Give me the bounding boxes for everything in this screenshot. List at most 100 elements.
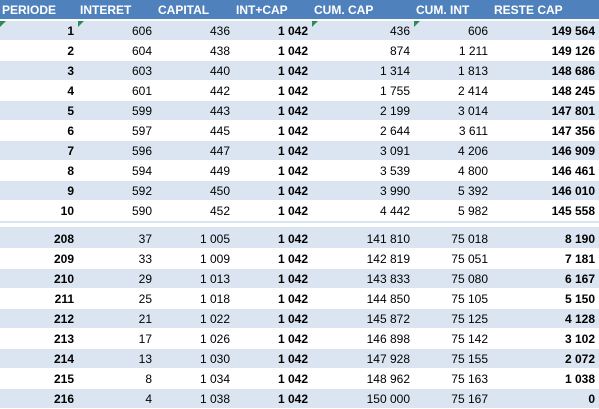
cell-reste-cap[interactable]: 149 564 xyxy=(551,24,595,38)
cell-reste-cap[interactable]: 146 461 xyxy=(551,164,595,178)
cell-reste-cap[interactable]: 149 126 xyxy=(551,44,595,58)
cell-periode[interactable]: 1 xyxy=(0,21,78,40)
header-cell-periode[interactable]: PERIODE xyxy=(2,3,57,17)
cell-cum-int[interactable]: 75 167 xyxy=(451,392,488,406)
cell-int-cap[interactable]: 1 042 xyxy=(277,352,308,366)
cell-interet[interactable]: 25 xyxy=(138,292,152,306)
cell-capital[interactable]: 445 xyxy=(209,124,230,138)
cell-capital[interactable]: 1 009 xyxy=(199,252,230,266)
cell-reste-cap[interactable]: 148 245 xyxy=(551,84,595,98)
cell-cum-int[interactable]: 75 080 xyxy=(451,272,488,286)
cell-periode[interactable]: 216 xyxy=(53,392,74,406)
cell-capital[interactable]: 436 xyxy=(209,24,230,38)
cell-int-cap[interactable]: 1 042 xyxy=(277,144,308,158)
cell-int-cap[interactable]: 1 042 xyxy=(277,312,308,326)
cell-cum-int[interactable]: 75 163 xyxy=(451,372,488,386)
cell-int-cap[interactable]: 1 042 xyxy=(277,392,308,406)
cell-capital[interactable]: 1 026 xyxy=(199,332,230,346)
cell-capital[interactable]: 447 xyxy=(209,144,230,158)
cell-cum-int[interactable]: 606 xyxy=(414,21,492,40)
cell-capital[interactable]: 440 xyxy=(209,64,230,78)
cell-interet[interactable]: 21 xyxy=(138,312,152,326)
cell-capital[interactable]: 1 005 xyxy=(199,232,230,246)
cell-reste-cap[interactable]: 146 010 xyxy=(551,184,595,198)
cell-interet[interactable]: 606 xyxy=(78,21,156,40)
cell-interet[interactable]: 13 xyxy=(138,352,152,366)
cell-capital[interactable]: 452 xyxy=(209,204,230,218)
cell-reste-cap[interactable]: 8 190 xyxy=(564,232,595,246)
cell-capital[interactable]: 1 034 xyxy=(199,372,230,386)
cell-cum-int[interactable]: 1 211 xyxy=(458,44,488,58)
cell-periode[interactable]: 9 xyxy=(67,184,74,198)
cell-int-cap[interactable]: 1 042 xyxy=(277,124,308,138)
cell-int-cap[interactable]: 1 042 xyxy=(277,232,308,246)
cell-cum-int[interactable]: 75 018 xyxy=(451,232,488,246)
cell-int-cap[interactable]: 1 042 xyxy=(277,164,308,178)
cell-interet[interactable]: 597 xyxy=(131,124,152,138)
cell-capital[interactable]: 1 038 xyxy=(199,392,230,406)
cell-capital[interactable]: 443 xyxy=(209,104,230,118)
cell-interet[interactable]: 4 xyxy=(145,392,152,406)
cell-cum-cap[interactable]: 150 000 xyxy=(366,392,410,406)
cell-interet[interactable]: 8 xyxy=(145,372,152,386)
cell-int-cap[interactable]: 1 042 xyxy=(277,272,308,286)
header-cell-reste-cap[interactable]: RESTE CAP xyxy=(494,3,563,17)
cell-cum-int[interactable]: 75 125 xyxy=(451,312,488,326)
cell-interet[interactable]: 601 xyxy=(131,84,152,98)
cell-cum-cap[interactable]: 142 819 xyxy=(366,252,410,266)
cell-periode[interactable]: 3 xyxy=(67,64,74,78)
cell-capital[interactable]: 450 xyxy=(209,184,230,198)
cell-reste-cap[interactable]: 148 686 xyxy=(551,64,595,78)
cell-cum-cap[interactable]: 143 833 xyxy=(366,272,410,286)
cell-periode[interactable]: 5 xyxy=(67,104,74,118)
cell-periode[interactable]: 4 xyxy=(67,84,74,98)
cell-periode[interactable]: 212 xyxy=(53,312,74,326)
cell-interet[interactable]: 596 xyxy=(131,144,152,158)
cell-cum-cap[interactable]: 144 850 xyxy=(366,292,410,306)
cell-int-cap[interactable]: 1 042 xyxy=(277,184,308,198)
cell-cum-cap[interactable]: 436 xyxy=(312,21,414,40)
cell-interet[interactable]: 17 xyxy=(138,332,152,346)
cell-interet[interactable]: 590 xyxy=(131,204,152,218)
cell-int-cap[interactable]: 1 042 xyxy=(277,24,308,38)
cell-capital[interactable]: 449 xyxy=(209,164,230,178)
cell-cum-int[interactable]: 5 982 xyxy=(457,204,488,218)
header-cell-interet[interactable]: INTERET xyxy=(80,3,132,17)
header-cell-cum-cap[interactable]: CUM. CAP xyxy=(314,3,374,17)
cell-periode[interactable]: 2 xyxy=(67,44,74,58)
cell-cum-int[interactable]: 3 611 xyxy=(458,124,488,138)
cell-interet[interactable]: 604 xyxy=(131,44,152,58)
cell-cum-int[interactable]: 75 105 xyxy=(451,292,488,306)
cell-reste-cap[interactable]: 147 356 xyxy=(551,124,595,138)
cell-int-cap[interactable]: 1 042 xyxy=(277,292,308,306)
cell-periode[interactable]: 215 xyxy=(53,372,74,386)
cell-capital[interactable]: 442 xyxy=(209,84,230,98)
cell-reste-cap[interactable]: 7 181 xyxy=(564,252,595,266)
cell-int-cap[interactable]: 1 042 xyxy=(277,44,308,58)
cell-periode[interactable]: 8 xyxy=(67,164,74,178)
cell-interet[interactable]: 592 xyxy=(131,184,152,198)
cell-cum-int[interactable]: 1 813 xyxy=(457,64,488,78)
cell-periode[interactable]: 213 xyxy=(53,332,74,346)
cell-cum-cap[interactable]: 147 928 xyxy=(366,352,410,366)
cell-interet[interactable]: 33 xyxy=(138,252,152,266)
cell-periode[interactable]: 10 xyxy=(60,204,74,218)
cell-reste-cap[interactable]: 2 072 xyxy=(564,352,595,366)
cell-cum-int[interactable]: 4 800 xyxy=(457,164,488,178)
cell-int-cap[interactable]: 1 042 xyxy=(277,104,308,118)
cell-cum-int[interactable]: 4 206 xyxy=(457,144,488,158)
cell-cum-cap[interactable]: 4 442 xyxy=(379,204,410,218)
cell-int-cap[interactable]: 1 042 xyxy=(277,204,308,218)
cell-interet[interactable]: 599 xyxy=(131,104,152,118)
cell-reste-cap[interactable]: 0 xyxy=(588,392,595,406)
cell-cum-int[interactable]: 75 155 xyxy=(451,352,488,366)
cell-cum-cap[interactable]: 3 990 xyxy=(379,184,410,198)
cell-reste-cap[interactable]: 5 150 xyxy=(564,292,595,306)
cell-periode[interactable]: 211 xyxy=(54,292,74,306)
cell-capital[interactable]: 1 018 xyxy=(199,292,230,306)
cell-reste-cap[interactable]: 6 167 xyxy=(564,272,595,286)
cell-cum-cap[interactable]: 2 199 xyxy=(379,104,410,118)
cell-interet[interactable]: 594 xyxy=(131,164,152,178)
cell-periode[interactable]: 6 xyxy=(67,124,74,138)
cell-int-cap[interactable]: 1 042 xyxy=(277,64,308,78)
